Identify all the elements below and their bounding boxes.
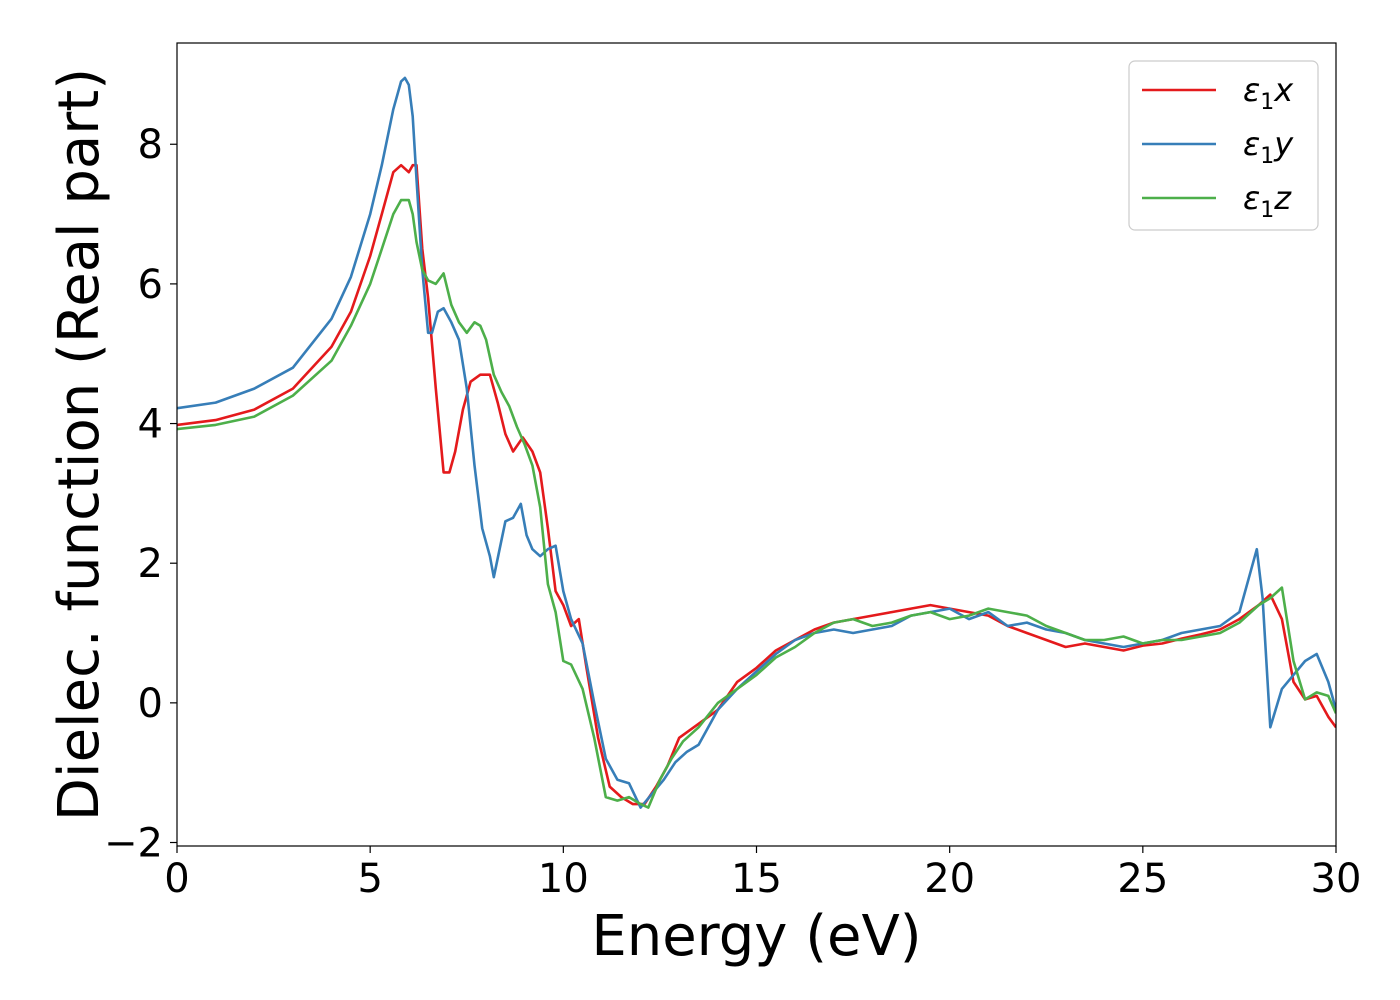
x-axis: 0 5 10 15 20 25 30 <box>164 846 1361 902</box>
y-tick-label: 0 <box>138 681 163 727</box>
y-axis-title: Dielec. function (Real part) <box>47 68 112 821</box>
legend-label-x: ε1x <box>1243 71 1294 115</box>
legend: ε1x ε1y ε1z <box>1128 60 1319 231</box>
x-tick-label: 15 <box>731 856 782 902</box>
x-tick-label: 30 <box>1311 856 1362 902</box>
x-tick-label: 5 <box>357 856 382 902</box>
x-tick-label: 25 <box>1117 856 1168 902</box>
x-tick-label: 20 <box>924 856 975 902</box>
legend-label-z: ε1z <box>1243 179 1292 223</box>
y-axis: −2 0 2 4 6 8 <box>104 122 177 867</box>
series-layer <box>177 76 1336 809</box>
legend-box <box>1128 60 1319 231</box>
x-tick-label: 10 <box>538 856 589 902</box>
series-line-z <box>177 198 1336 809</box>
legend-label-y: ε1y <box>1243 125 1294 169</box>
y-tick-label: 2 <box>138 541 163 587</box>
x-tick-label: 0 <box>164 856 189 902</box>
series-line-x <box>177 163 1336 806</box>
y-tick-label: 6 <box>138 262 163 308</box>
y-tick-label: 4 <box>138 402 163 448</box>
y-tick-label: 8 <box>138 122 163 168</box>
x-axis-title: Energy (eV) <box>591 904 921 969</box>
y-tick-label: −2 <box>104 821 163 867</box>
